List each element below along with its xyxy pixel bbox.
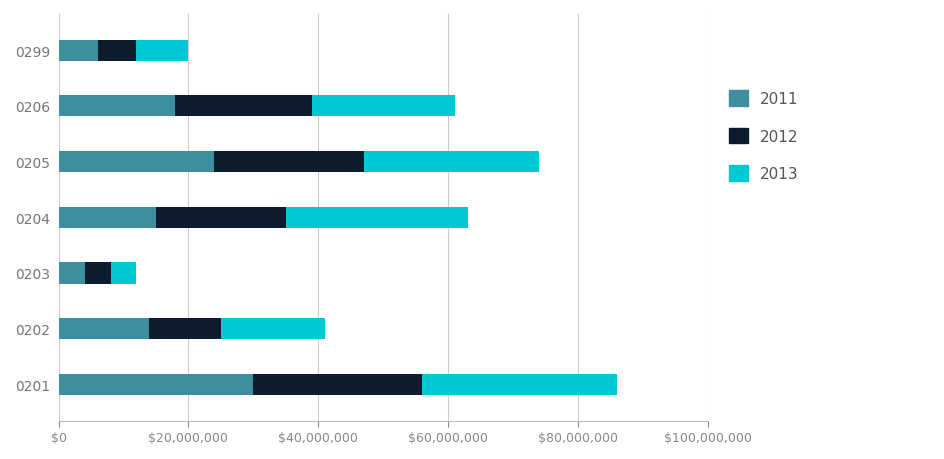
Legend: 2011, 2012, 2013: 2011, 2012, 2013 bbox=[721, 84, 805, 189]
Bar bbox=[149, 319, 221, 340]
Bar bbox=[253, 374, 422, 395]
Bar bbox=[59, 207, 156, 229]
Bar bbox=[285, 207, 467, 229]
Bar bbox=[84, 263, 110, 284]
Bar bbox=[97, 40, 136, 62]
Bar bbox=[422, 374, 616, 395]
Bar bbox=[59, 319, 149, 340]
Bar bbox=[221, 319, 325, 340]
Bar bbox=[59, 40, 97, 62]
Bar bbox=[176, 96, 312, 117]
Bar bbox=[136, 40, 188, 62]
Bar bbox=[110, 263, 136, 284]
Bar bbox=[59, 374, 253, 395]
Bar bbox=[59, 96, 176, 117]
Bar bbox=[59, 151, 214, 173]
Bar bbox=[59, 263, 84, 284]
Bar bbox=[156, 207, 285, 229]
Bar bbox=[363, 151, 538, 173]
Bar bbox=[214, 151, 363, 173]
Bar bbox=[312, 96, 454, 117]
